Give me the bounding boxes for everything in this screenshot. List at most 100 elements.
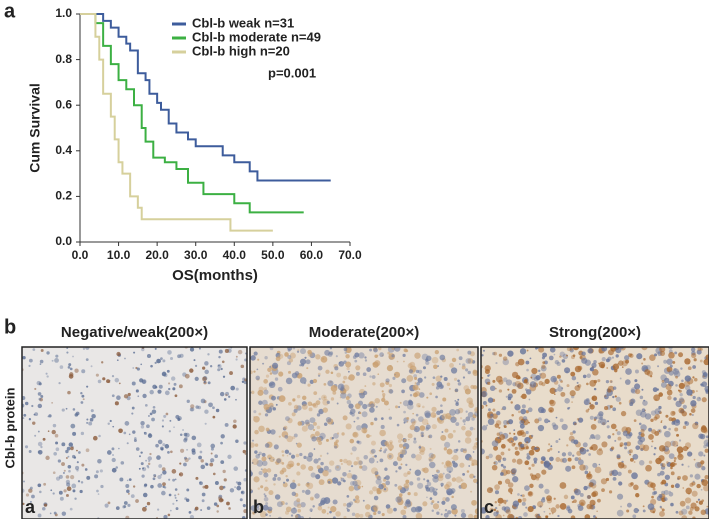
cell <box>510 440 513 443</box>
cell <box>137 395 140 398</box>
cell <box>53 451 58 456</box>
cell <box>207 353 210 356</box>
cell <box>150 364 153 368</box>
cell <box>210 452 213 455</box>
cell <box>335 511 341 517</box>
cell <box>288 452 292 456</box>
cell <box>403 360 405 363</box>
cell <box>316 413 321 417</box>
cell <box>316 425 321 430</box>
cell <box>140 462 144 466</box>
cell <box>324 349 331 356</box>
cell <box>577 459 584 466</box>
cell <box>574 488 581 496</box>
cell <box>659 470 665 476</box>
cell <box>264 494 267 498</box>
cell <box>514 380 522 388</box>
cell <box>473 442 478 448</box>
cell <box>428 434 433 439</box>
cell <box>450 416 457 423</box>
cell <box>435 386 440 390</box>
cell <box>235 358 238 361</box>
cell <box>120 461 125 465</box>
cell <box>571 465 576 470</box>
cell <box>149 412 153 416</box>
cell <box>554 388 558 393</box>
cell <box>194 506 199 511</box>
cell <box>61 408 65 412</box>
cell <box>254 450 258 454</box>
cell <box>287 417 293 424</box>
cell <box>281 454 285 457</box>
panel-label: a <box>4 0 16 22</box>
cell <box>361 485 364 488</box>
cell <box>371 467 378 475</box>
cell <box>658 430 661 433</box>
cell <box>672 440 679 447</box>
cell <box>507 448 511 451</box>
cell <box>82 398 85 401</box>
cell <box>353 420 356 423</box>
cell <box>58 490 63 495</box>
cell <box>153 473 157 478</box>
cell <box>133 439 137 442</box>
cell <box>307 401 313 407</box>
cell <box>305 359 311 365</box>
cell <box>369 435 372 437</box>
cell <box>107 501 111 505</box>
cell <box>330 505 337 513</box>
cell <box>189 407 194 412</box>
cell <box>404 500 412 508</box>
cell <box>415 369 420 374</box>
cell <box>346 366 350 371</box>
cell <box>674 351 678 355</box>
cell <box>219 485 224 491</box>
cell <box>394 373 397 376</box>
cell <box>591 443 598 451</box>
cell <box>172 478 176 482</box>
cell <box>74 368 79 373</box>
cell <box>309 379 314 384</box>
cell <box>402 400 410 407</box>
cell <box>583 485 588 491</box>
cell <box>676 433 680 437</box>
cell <box>297 508 301 513</box>
cell <box>496 411 501 416</box>
cell <box>449 409 456 416</box>
cell <box>617 436 622 441</box>
cell <box>269 347 274 351</box>
cell <box>168 493 172 497</box>
cell <box>392 461 398 467</box>
cell <box>530 373 537 380</box>
cell <box>257 487 260 490</box>
cell <box>90 365 93 368</box>
cell <box>76 449 78 452</box>
cell <box>378 483 384 490</box>
cell <box>561 423 568 431</box>
cell <box>177 416 182 421</box>
cell <box>39 490 42 494</box>
cell <box>278 371 284 377</box>
cell <box>170 450 173 454</box>
cell <box>345 423 352 430</box>
cell <box>514 404 521 411</box>
cell <box>123 505 127 508</box>
cell <box>61 511 67 516</box>
cell <box>164 444 170 449</box>
cell <box>100 484 104 489</box>
cell <box>322 469 329 477</box>
cell <box>243 380 247 385</box>
cell <box>125 484 130 488</box>
cell <box>284 435 289 439</box>
cell <box>218 364 220 367</box>
cell <box>218 494 223 499</box>
cell <box>325 417 332 423</box>
cell <box>645 364 651 371</box>
cell <box>511 414 514 417</box>
cell <box>254 503 260 508</box>
cell <box>578 499 586 507</box>
cell <box>576 381 579 384</box>
cell <box>157 474 162 480</box>
cell <box>114 377 120 383</box>
